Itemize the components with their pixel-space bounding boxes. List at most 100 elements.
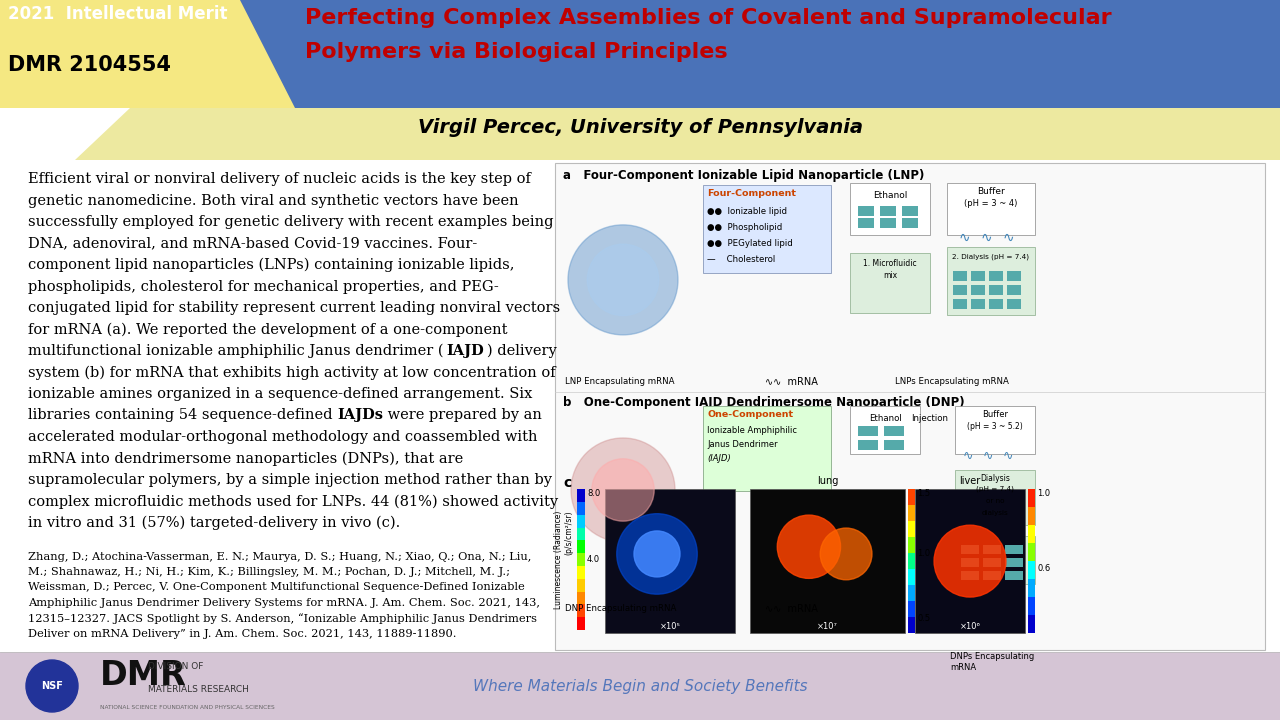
Text: Ethanol: Ethanol bbox=[869, 414, 901, 423]
Bar bbox=[961, 571, 979, 580]
Text: MATERIALS RESEARCH: MATERIALS RESEARCH bbox=[148, 685, 248, 694]
Text: Four-Component: Four-Component bbox=[707, 189, 796, 198]
Text: libraries containing 54 sequence-defined: libraries containing 54 sequence-defined bbox=[28, 408, 337, 423]
Bar bbox=[1007, 285, 1021, 295]
Bar bbox=[750, 490, 905, 633]
Bar bbox=[850, 253, 931, 313]
Circle shape bbox=[934, 525, 1006, 597]
Text: Buffer: Buffer bbox=[977, 187, 1005, 196]
Circle shape bbox=[777, 515, 841, 578]
Bar bbox=[577, 617, 585, 630]
Bar bbox=[983, 571, 1001, 580]
Text: Polymers via Biological Principles: Polymers via Biological Principles bbox=[305, 42, 727, 62]
Bar bbox=[850, 183, 931, 235]
Text: lung: lung bbox=[817, 476, 838, 486]
Text: ∿: ∿ bbox=[1004, 231, 1015, 245]
Text: —    Cholesterol: — Cholesterol bbox=[707, 255, 776, 264]
Bar bbox=[1005, 558, 1023, 567]
Text: c: c bbox=[563, 476, 571, 490]
Text: IAJDs: IAJDs bbox=[337, 408, 383, 423]
Text: ∿: ∿ bbox=[959, 231, 970, 245]
Text: Amphiphilic Janus Dendrimer Delivery Systems for mRNA. J. Am. Chem. Soc. 2021, 1: Amphiphilic Janus Dendrimer Delivery Sys… bbox=[28, 598, 540, 608]
Bar bbox=[972, 285, 986, 295]
Text: ∿: ∿ bbox=[980, 231, 992, 245]
Text: (pH = 3 ~ 4): (pH = 3 ~ 4) bbox=[964, 199, 1018, 208]
Circle shape bbox=[617, 513, 698, 594]
Text: dialysis: dialysis bbox=[982, 510, 1009, 516]
Bar bbox=[858, 440, 878, 450]
Circle shape bbox=[591, 459, 654, 521]
Text: ×10⁵: ×10⁵ bbox=[659, 622, 681, 631]
Bar bbox=[989, 271, 1004, 281]
Text: (pH = 3 ~ 5.2): (pH = 3 ~ 5.2) bbox=[968, 422, 1023, 431]
Bar bbox=[947, 247, 1036, 315]
Text: DMR: DMR bbox=[100, 660, 187, 693]
Text: 1. Microfluidic: 1. Microfluidic bbox=[863, 259, 916, 268]
Bar bbox=[556, 163, 1265, 650]
Polygon shape bbox=[0, 108, 131, 160]
Text: successfully employed for genetic delivery with recent examples being: successfully employed for genetic delive… bbox=[28, 215, 553, 229]
Text: ●●  Phospholipid: ●● Phospholipid bbox=[707, 223, 782, 232]
Circle shape bbox=[571, 438, 675, 542]
Text: LNP Encapsulating mRNA: LNP Encapsulating mRNA bbox=[564, 377, 675, 386]
Text: 1.0: 1.0 bbox=[1037, 490, 1050, 498]
Text: supramolecular polymers, by a simple injection method rather than by: supramolecular polymers, by a simple inj… bbox=[28, 473, 552, 487]
Text: ionizable amines organized in a sequence-defined arrangement. Six: ionizable amines organized in a sequence… bbox=[28, 387, 532, 401]
Text: 2. Dialysis (pH = 7.4): 2. Dialysis (pH = 7.4) bbox=[952, 253, 1029, 259]
Bar bbox=[908, 617, 915, 633]
Text: phospholipids, cholesterol for mechanical properties, and PEG-: phospholipids, cholesterol for mechanica… bbox=[28, 279, 499, 294]
Text: ) delivery: ) delivery bbox=[484, 344, 557, 359]
Text: 1.0: 1.0 bbox=[916, 549, 931, 559]
Text: DNPs Encapsulating
mRNA: DNPs Encapsulating mRNA bbox=[950, 652, 1034, 672]
Text: ∿∿  mRNA: ∿∿ mRNA bbox=[765, 603, 818, 613]
Text: 0.6: 0.6 bbox=[1037, 564, 1051, 573]
Text: One-Component: One-Component bbox=[707, 410, 794, 419]
Text: a   Four-Component Ionizable Lipid Nanoparticle (LNP): a Four-Component Ionizable Lipid Nanopar… bbox=[563, 169, 924, 182]
Text: Janus Dendrimer: Janus Dendrimer bbox=[707, 440, 778, 449]
Text: Injection: Injection bbox=[911, 414, 948, 423]
Bar bbox=[1007, 299, 1021, 309]
Bar bbox=[1005, 571, 1023, 580]
Bar bbox=[577, 515, 585, 528]
Bar bbox=[577, 541, 585, 553]
Text: Efficient viral or nonviral delivery of nucleic acids is the key step of: Efficient viral or nonviral delivery of … bbox=[28, 172, 531, 186]
Text: ∿: ∿ bbox=[983, 450, 993, 463]
Text: LNPs Encapsulating mRNA: LNPs Encapsulating mRNA bbox=[895, 377, 1009, 386]
Bar bbox=[858, 206, 874, 216]
Bar bbox=[947, 183, 1036, 235]
Bar bbox=[1028, 615, 1036, 633]
Text: DMR 2104554: DMR 2104554 bbox=[8, 55, 172, 75]
Text: NATIONAL SCIENCE FOUNDATION AND PHYSICAL SCIENCES: NATIONAL SCIENCE FOUNDATION AND PHYSICAL… bbox=[100, 706, 275, 710]
Bar bbox=[703, 185, 831, 273]
Circle shape bbox=[634, 531, 680, 577]
Bar bbox=[972, 271, 986, 281]
Text: Ionizable Amphiphilic: Ionizable Amphiphilic bbox=[707, 426, 797, 435]
Bar bbox=[955, 536, 1036, 584]
Bar bbox=[955, 406, 1036, 454]
Bar bbox=[577, 592, 585, 604]
Text: for mRNA (a). We reported the development of a one-component: for mRNA (a). We reported the developmen… bbox=[28, 323, 507, 337]
Bar bbox=[1028, 543, 1036, 561]
Polygon shape bbox=[0, 0, 294, 108]
Text: ∿∿  mRNA: ∿∿ mRNA bbox=[765, 377, 818, 387]
Text: accelerated modular-orthogonal methodology and coassembled with: accelerated modular-orthogonal methodolo… bbox=[28, 430, 538, 444]
Text: DNP Encapsulating mRNA: DNP Encapsulating mRNA bbox=[564, 603, 676, 613]
Text: Ethanol: Ethanol bbox=[873, 191, 908, 200]
Bar bbox=[881, 206, 896, 216]
Bar bbox=[0, 652, 1280, 720]
Bar bbox=[858, 426, 878, 436]
Text: conjugated lipid for stability represent current leading nonviral vectors: conjugated lipid for stability represent… bbox=[28, 301, 561, 315]
Bar bbox=[577, 579, 585, 592]
Bar bbox=[1028, 561, 1036, 579]
Text: 4.0: 4.0 bbox=[588, 555, 600, 564]
Bar bbox=[884, 426, 904, 436]
Circle shape bbox=[820, 528, 872, 580]
Circle shape bbox=[26, 660, 78, 712]
Bar bbox=[850, 406, 920, 454]
Bar bbox=[908, 553, 915, 569]
Bar bbox=[908, 521, 915, 537]
Bar bbox=[577, 604, 585, 617]
Bar bbox=[915, 490, 1025, 633]
Text: were prepared by an: were prepared by an bbox=[383, 408, 541, 423]
Text: (IAJD): (IAJD) bbox=[707, 454, 731, 463]
